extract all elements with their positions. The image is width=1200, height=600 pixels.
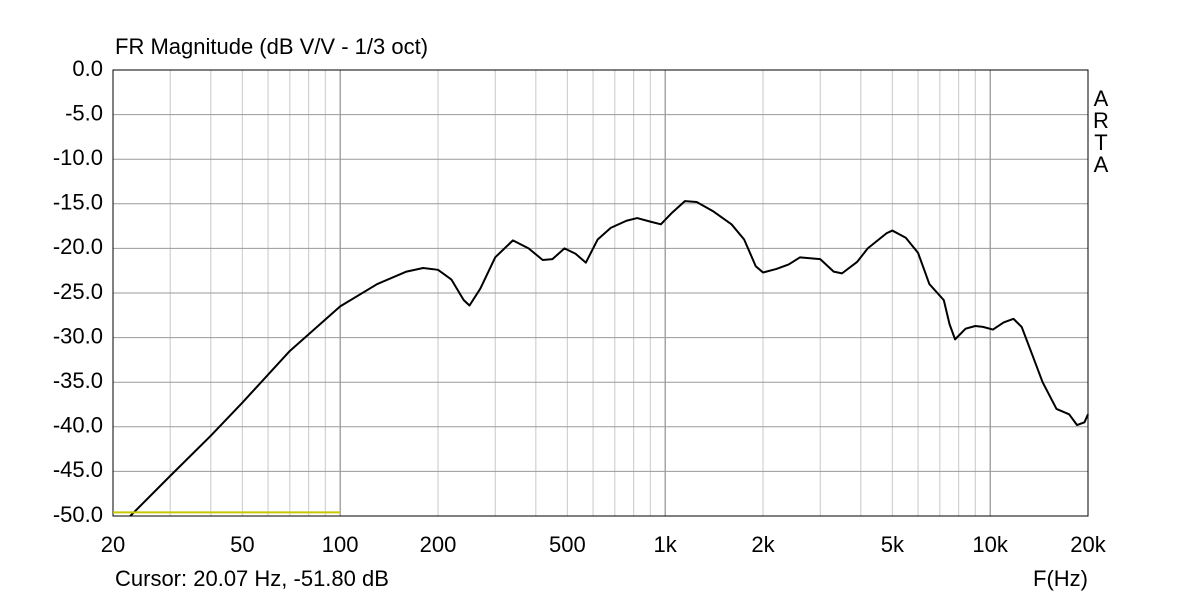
x-tick-label: 2k [751,532,775,557]
y-tick-label: -25.0 [53,279,103,304]
y-tick-label: -20.0 [53,234,103,259]
y-tick-label: -35.0 [53,368,103,393]
y-tick-label: 0.0 [72,56,103,81]
plot-frame [112,69,1089,517]
x-tick-label: 50 [230,532,254,557]
x-tick-label: 20 [101,532,125,557]
y-tick-label: -10.0 [53,145,103,170]
y-tick-label: -30.0 [53,323,103,348]
chart-title: FR Magnitude (dB V/V - 1/3 oct) [115,34,428,59]
x-tick-label: 5k [881,532,905,557]
x-tick-label: 500 [549,532,586,557]
series-line [129,200,1089,517]
y-tick-label: -5.0 [65,100,103,125]
side-label: ARTA [1089,86,1114,174]
y-tick-label: -50.0 [53,502,103,527]
x-tick-label: 20k [1070,532,1106,557]
y-tick-label: -15.0 [53,190,103,215]
cursor-readout: Cursor: 20.07 Hz, -51.80 dB [115,566,389,591]
x-tick-label: 1k [654,532,678,557]
x-tick-label: 200 [420,532,457,557]
y-tick-label: -40.0 [53,413,103,438]
y-tick-label: -45.0 [53,457,103,482]
x-axis-label: F(Hz) [1033,566,1088,591]
x-tick-label: 100 [322,532,359,557]
x-tick-label: 10k [972,532,1008,557]
